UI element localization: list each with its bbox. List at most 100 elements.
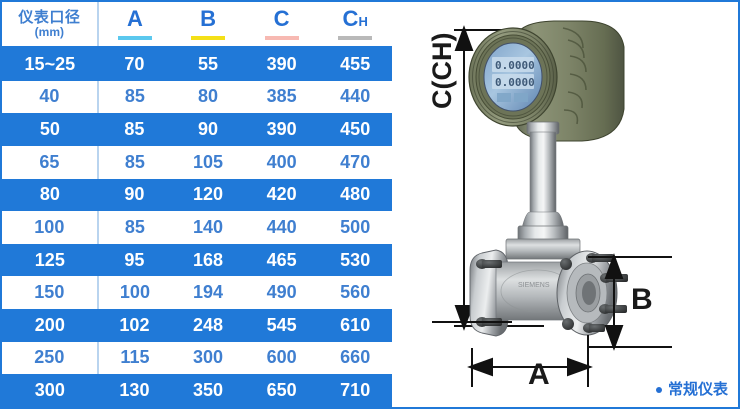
cell-size: 80 xyxy=(2,178,98,212)
column-header-c-label: C xyxy=(273,6,290,31)
cell-b: 105 xyxy=(171,145,245,179)
table-body: 15~25 70 55 390 455 40 85 80 385 440 50 85 90 390 450 6… xyxy=(2,47,392,407)
cell-c: 390 xyxy=(244,47,319,81)
diagram-note-text: 常规仪表 xyxy=(667,381,728,398)
flange-bolts xyxy=(560,253,628,333)
cell-ch: 455 xyxy=(318,47,392,81)
table-row: 100 85 140 440 500 xyxy=(2,211,392,244)
cell-a: 70 xyxy=(97,47,172,81)
bullet-icon xyxy=(655,387,662,394)
cell-a: 102 xyxy=(97,309,172,342)
cell-ch: 610 xyxy=(318,309,392,342)
column-header-ch: CH xyxy=(318,2,392,48)
flowmeter-neck xyxy=(517,121,569,243)
cell-size: 50 xyxy=(2,113,98,146)
cell-c: 390 xyxy=(244,113,319,146)
cell-size: 15~25 xyxy=(2,47,98,81)
cell-ch: 660 xyxy=(318,341,392,375)
cell-size: 125 xyxy=(2,243,98,277)
cell-size: 250 xyxy=(2,341,99,375)
cell-b: 194 xyxy=(171,276,245,310)
cell-c: 385 xyxy=(244,80,319,114)
dimension-label-b: B xyxy=(631,283,653,316)
cell-ch: 500 xyxy=(318,211,392,244)
dimension-a-guides xyxy=(432,321,593,387)
cell-b: 55 xyxy=(171,47,245,81)
cell-ch: 470 xyxy=(318,145,392,179)
cell-size: 200 xyxy=(2,309,98,342)
column-header-ch-label: CH xyxy=(342,6,368,31)
table-row: 65 85 105 400 470 xyxy=(2,145,392,179)
column-header-c: C xyxy=(244,2,319,48)
column-underline-a xyxy=(117,36,152,40)
cell-a: 85 xyxy=(97,145,172,179)
product-diagram-panel: 0.0000 0.0000 xyxy=(392,0,740,409)
column-header-a-label: A xyxy=(127,6,143,31)
cell-b: 300 xyxy=(171,341,245,375)
dimension-label-a: A xyxy=(528,358,550,391)
table-header-row: 仪表口径 (mm) A B C xyxy=(2,2,392,48)
cell-c: 650 xyxy=(244,374,319,407)
cell-ch: 440 xyxy=(318,80,392,114)
cell-size: 65 xyxy=(2,145,99,179)
column-underline-b xyxy=(191,36,226,40)
dimension-table: 仪表口径 (mm) A B C xyxy=(2,2,392,407)
table-row: 80 90 120 420 480 xyxy=(2,178,392,212)
cell-ch: 530 xyxy=(318,243,392,277)
cell-a: 130 xyxy=(97,374,172,407)
cell-b: 80 xyxy=(171,80,245,114)
cell-size: 150 xyxy=(2,276,99,310)
dimension-label-c: C(CH) xyxy=(427,32,457,109)
cell-c: 400 xyxy=(244,145,319,179)
column-header-a: A xyxy=(97,2,172,48)
table-row: 15~25 70 55 390 455 xyxy=(2,47,392,81)
column-underline-ch xyxy=(338,36,373,40)
table-row: 150 100 194 490 560 xyxy=(2,276,392,310)
table-row: 250 115 300 600 660 xyxy=(2,341,392,375)
cell-b: 90 xyxy=(171,113,245,146)
column-header-b: B xyxy=(171,2,245,48)
cell-ch: 560 xyxy=(318,276,392,310)
cell-b: 140 xyxy=(171,211,245,244)
lcd-line-2: 0.0000 xyxy=(495,76,535,89)
cell-c: 465 xyxy=(244,243,319,277)
table-row: 40 85 80 385 440 xyxy=(2,80,392,114)
cell-ch: 450 xyxy=(318,113,392,146)
dimension-b-guides xyxy=(588,253,672,351)
size-label: 仪表口径 xyxy=(18,8,81,26)
table-row: 50 85 90 390 450 xyxy=(2,113,392,146)
column-header-size: 仪表口径 (mm) xyxy=(2,2,99,48)
cell-c: 600 xyxy=(244,341,319,375)
diagram-note: 常规仪表 xyxy=(655,378,728,399)
cell-c: 440 xyxy=(244,211,319,244)
svg-text:SIEMENS: SIEMENS xyxy=(518,282,550,289)
cell-ch: 710 xyxy=(318,374,392,407)
column-underline-c xyxy=(264,36,299,40)
column-header-b-label: B xyxy=(200,6,216,31)
cell-b: 350 xyxy=(171,374,245,407)
lcd-line-1: 0.0000 xyxy=(495,59,535,72)
cell-c: 420 xyxy=(244,178,319,212)
flowmeter-illustration: 0.0000 0.0000 xyxy=(432,20,672,387)
cell-size: 100 xyxy=(2,211,99,244)
cell-size: 40 xyxy=(2,80,99,114)
cell-a: 85 xyxy=(97,113,172,146)
cell-b: 168 xyxy=(171,243,245,277)
cell-b: 248 xyxy=(171,309,245,342)
cell-c: 490 xyxy=(244,276,319,310)
cell-c: 545 xyxy=(244,309,319,342)
cell-a: 115 xyxy=(97,341,172,375)
cell-a: 100 xyxy=(97,276,172,310)
cell-a: 85 xyxy=(97,80,172,114)
cell-a: 95 xyxy=(97,243,172,277)
table-row: 125 95 168 465 530 xyxy=(2,243,392,277)
size-unit-label: (mm) xyxy=(34,25,64,40)
cell-ch: 480 xyxy=(318,178,392,212)
table-row: 300 130 350 650 710 xyxy=(2,374,392,407)
cell-a: 90 xyxy=(97,178,172,212)
cell-size: 300 xyxy=(2,374,98,407)
table-row: 200 102 248 545 610 xyxy=(2,309,392,342)
cell-b: 120 xyxy=(171,178,245,212)
dimension-table-panel: 仪表口径 (mm) A B C xyxy=(0,0,392,409)
